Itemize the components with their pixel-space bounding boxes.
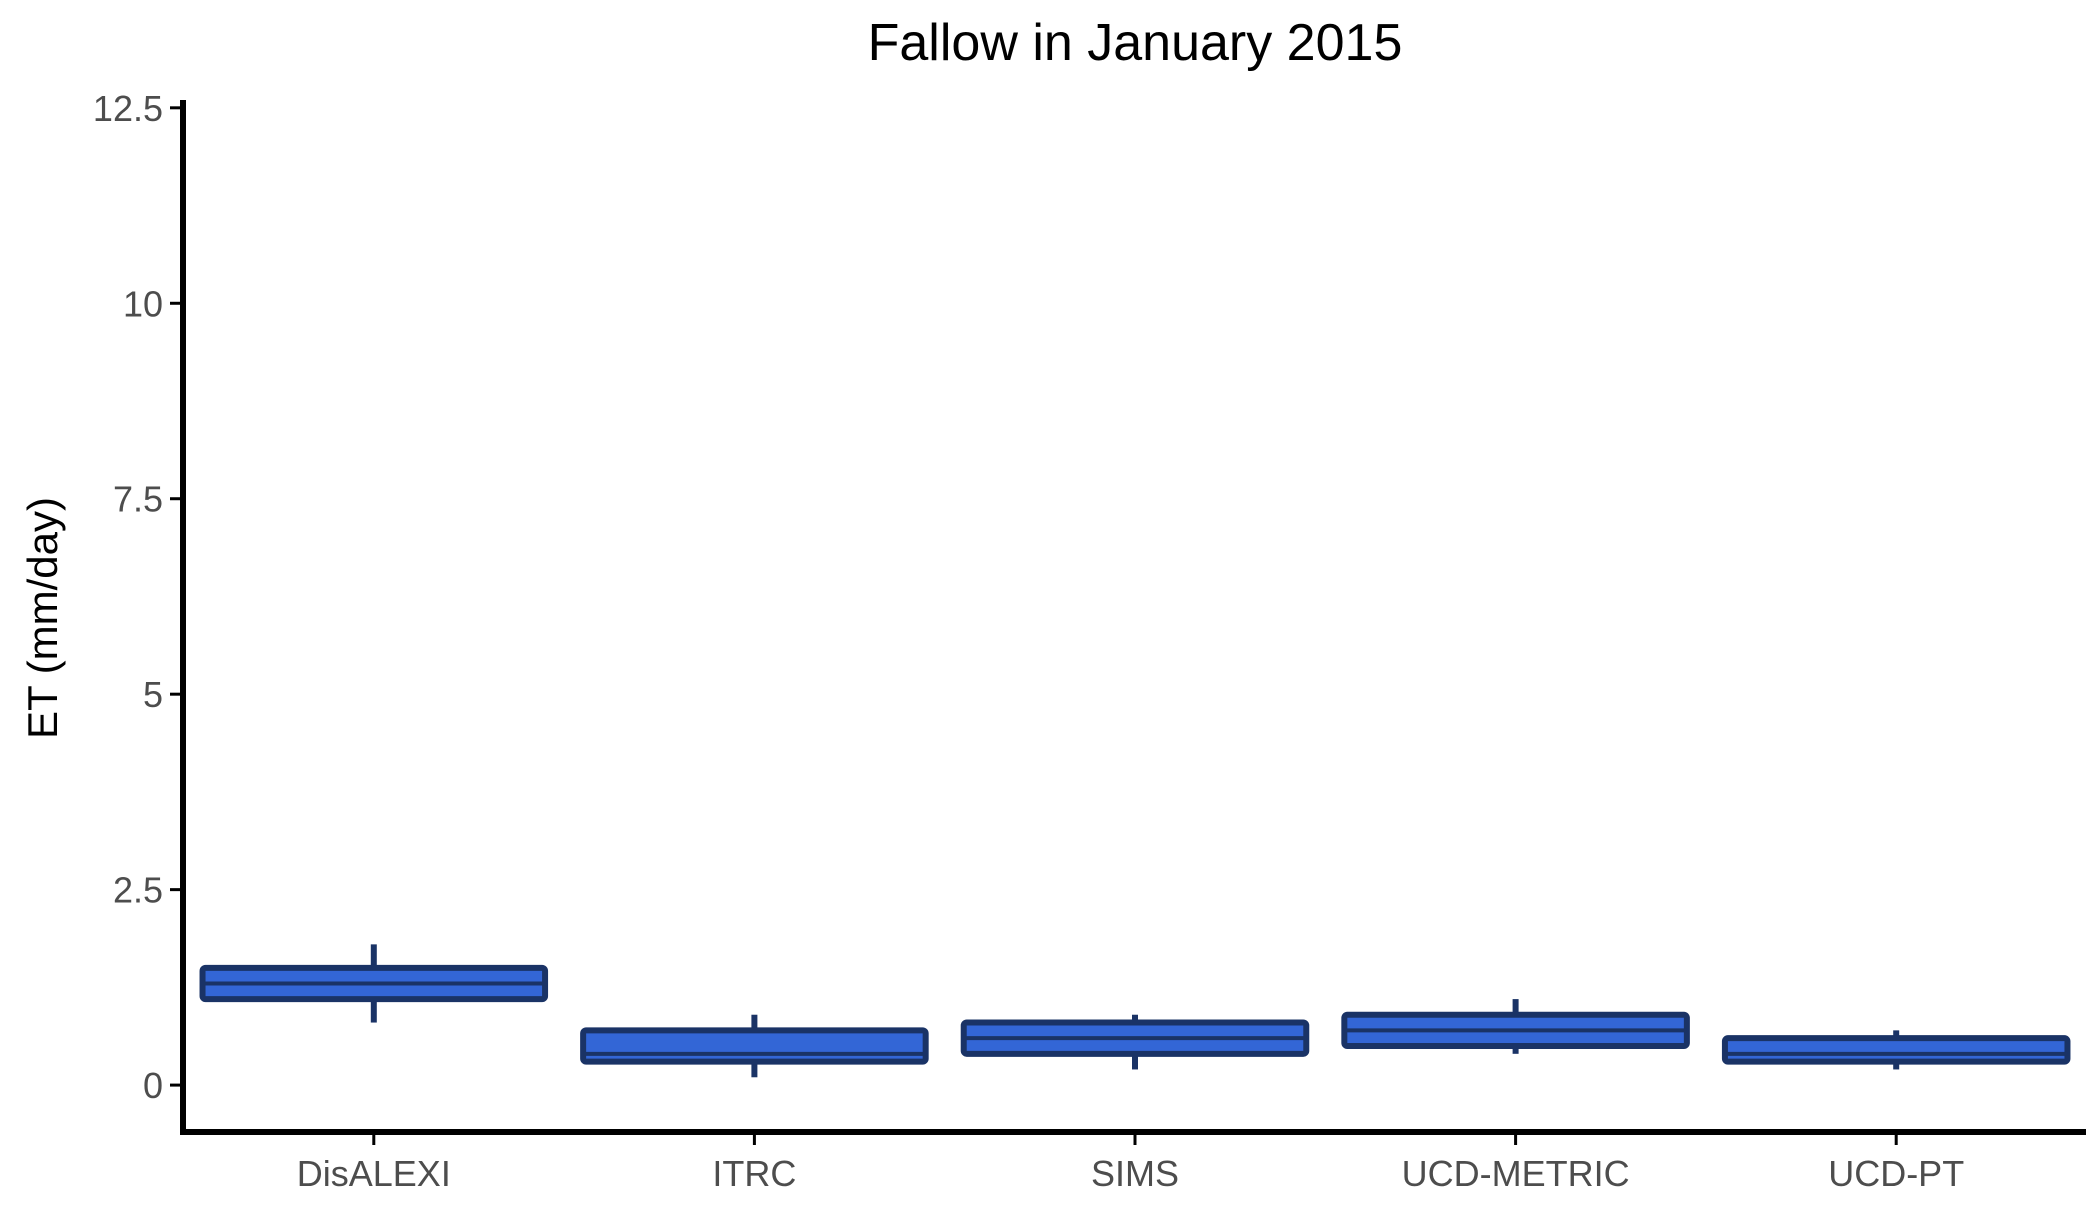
y-axis-title: ET (mm/day)	[19, 497, 66, 739]
y-tick-label: 0	[143, 1065, 163, 1106]
box-disalexi	[199, 944, 549, 1023]
box-sims	[960, 1014, 1310, 1070]
chart-title: Fallow in January 2015	[868, 14, 1403, 72]
box-rect	[1721, 1035, 2071, 1065]
y-tick-label: 2.5	[113, 870, 163, 911]
y-axis-ticks: 0 2.5 5 7.5 10 12.5	[93, 88, 183, 1106]
x-tick-label: DisALEXI	[297, 1153, 451, 1194]
y-tick-label: 7.5	[113, 479, 163, 520]
x-tick-label: ITRC	[712, 1153, 796, 1194]
x-tick-label: UCD-PT	[1828, 1153, 1964, 1194]
x-tick-label: UCD-METRIC	[1402, 1153, 1630, 1194]
y-tick-label: 5	[143, 674, 163, 715]
box-ucd-metric	[1341, 999, 1690, 1054]
box-ucd-pt	[1721, 1030, 2071, 1070]
boxes-group	[199, 944, 2071, 1078]
box-itrc	[580, 1014, 929, 1078]
y-tick-label: 10	[123, 283, 163, 324]
y-tick-label: 12.5	[93, 88, 163, 129]
x-axis-ticks: DisALEXI ITRC SIMS UCD-METRIC UCD-PT	[297, 1132, 1964, 1194]
x-tick-label: SIMS	[1091, 1153, 1179, 1194]
box-rect	[580, 1027, 929, 1065]
